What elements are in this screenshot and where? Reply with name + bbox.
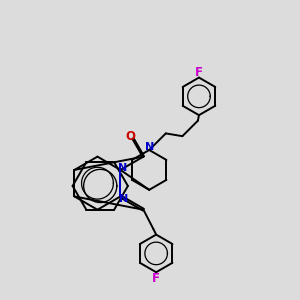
Text: N: N: [118, 163, 127, 173]
Text: F: F: [195, 65, 203, 79]
Text: O: O: [126, 130, 136, 143]
Text: F: F: [152, 272, 160, 285]
Text: N: N: [118, 194, 128, 204]
Text: N: N: [145, 142, 154, 152]
